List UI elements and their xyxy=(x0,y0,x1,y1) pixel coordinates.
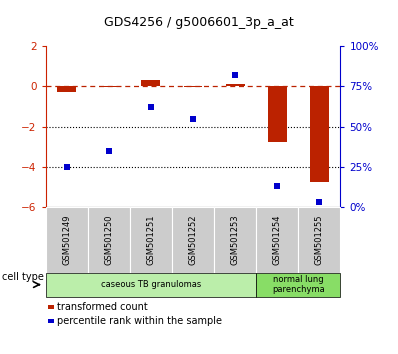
Text: percentile rank within the sample: percentile rank within the sample xyxy=(57,316,222,326)
Point xyxy=(274,183,280,189)
Text: GSM501250: GSM501250 xyxy=(104,215,113,265)
Text: cell type: cell type xyxy=(2,272,44,282)
Point xyxy=(232,72,238,78)
Point xyxy=(316,199,322,205)
Point xyxy=(64,164,70,170)
Text: GSM501252: GSM501252 xyxy=(189,215,197,265)
Text: GDS4256 / g5006601_3p_a_at: GDS4256 / g5006601_3p_a_at xyxy=(104,16,294,29)
Text: GSM501253: GSM501253 xyxy=(230,215,240,265)
Text: caseous TB granulomas: caseous TB granulomas xyxy=(101,280,201,289)
Text: transformed count: transformed count xyxy=(57,302,148,312)
Bar xyxy=(142,80,160,86)
Point xyxy=(148,104,154,110)
Bar xyxy=(183,86,203,87)
Bar xyxy=(100,86,118,87)
Bar xyxy=(57,86,76,92)
Point xyxy=(190,116,196,121)
Text: GSM501255: GSM501255 xyxy=(315,215,324,265)
Point xyxy=(106,148,112,154)
Text: GSM501251: GSM501251 xyxy=(146,215,156,265)
Bar xyxy=(268,86,287,142)
Text: GSM501254: GSM501254 xyxy=(273,215,282,265)
Bar xyxy=(226,84,244,86)
Text: normal lung
parenchyma: normal lung parenchyma xyxy=(272,275,325,294)
Bar xyxy=(310,86,329,182)
Text: GSM501249: GSM501249 xyxy=(62,215,71,265)
